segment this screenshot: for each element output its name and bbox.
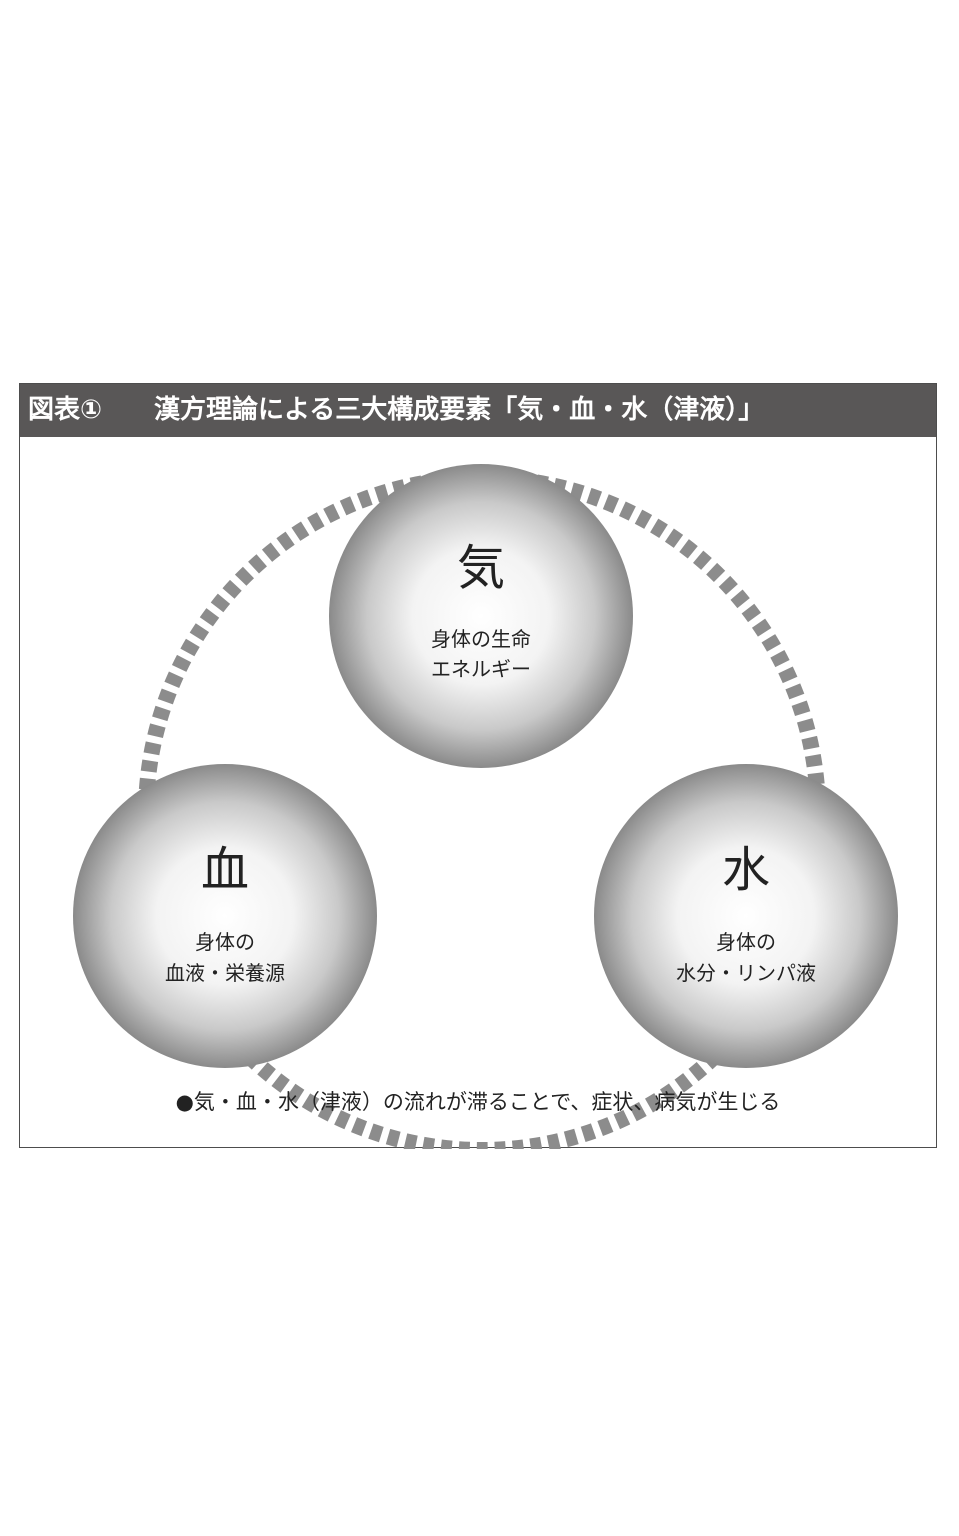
kanji-ketsu: 血 bbox=[201, 842, 249, 898]
kanji-ki: 気 bbox=[457, 540, 505, 596]
kanji-sui: 水 bbox=[722, 842, 770, 898]
diagram: 気 身体の生命 エネルギー 血 身体の 血液・栄養源 水 身体の 水分・リンパ液 bbox=[73, 464, 898, 1149]
desc-ki-line2: エネルギー bbox=[431, 657, 531, 681]
desc-sui-line2: 水分・リンパ液 bbox=[676, 961, 816, 985]
desc-ketsu-line1: 身体の bbox=[195, 930, 255, 954]
figure-number: 図表① bbox=[28, 395, 103, 425]
figure-title: 漢方理論による三大構成要素「気・血・水（津液）」 bbox=[154, 395, 765, 425]
node-sui: 水 身体の 水分・リンパ液 bbox=[594, 764, 898, 1068]
title-bar: 図表① 漢方理論による三大構成要素「気・血・水（津液）」 bbox=[20, 384, 936, 437]
sphere-ketsu bbox=[73, 764, 377, 1068]
desc-ketsu-line2: 血液・栄養源 bbox=[165, 961, 285, 985]
desc-sui-line1: 身体の bbox=[716, 930, 776, 954]
node-ki: 気 身体の生命 エネルギー bbox=[329, 464, 633, 768]
footnote: ●気・血・水（津液）の流れが滞ることで、症状、病気が生じる bbox=[175, 1090, 781, 1114]
sphere-ki bbox=[329, 464, 633, 768]
figure-frame: 図表① 漢方理論による三大構成要素「気・血・水（津液）」 気 身体の生命 エネル… bbox=[19, 383, 937, 1149]
node-ketsu: 血 身体の 血液・栄養源 bbox=[73, 764, 377, 1068]
desc-ki-line1: 身体の生命 bbox=[431, 627, 531, 651]
sphere-sui bbox=[594, 764, 898, 1068]
